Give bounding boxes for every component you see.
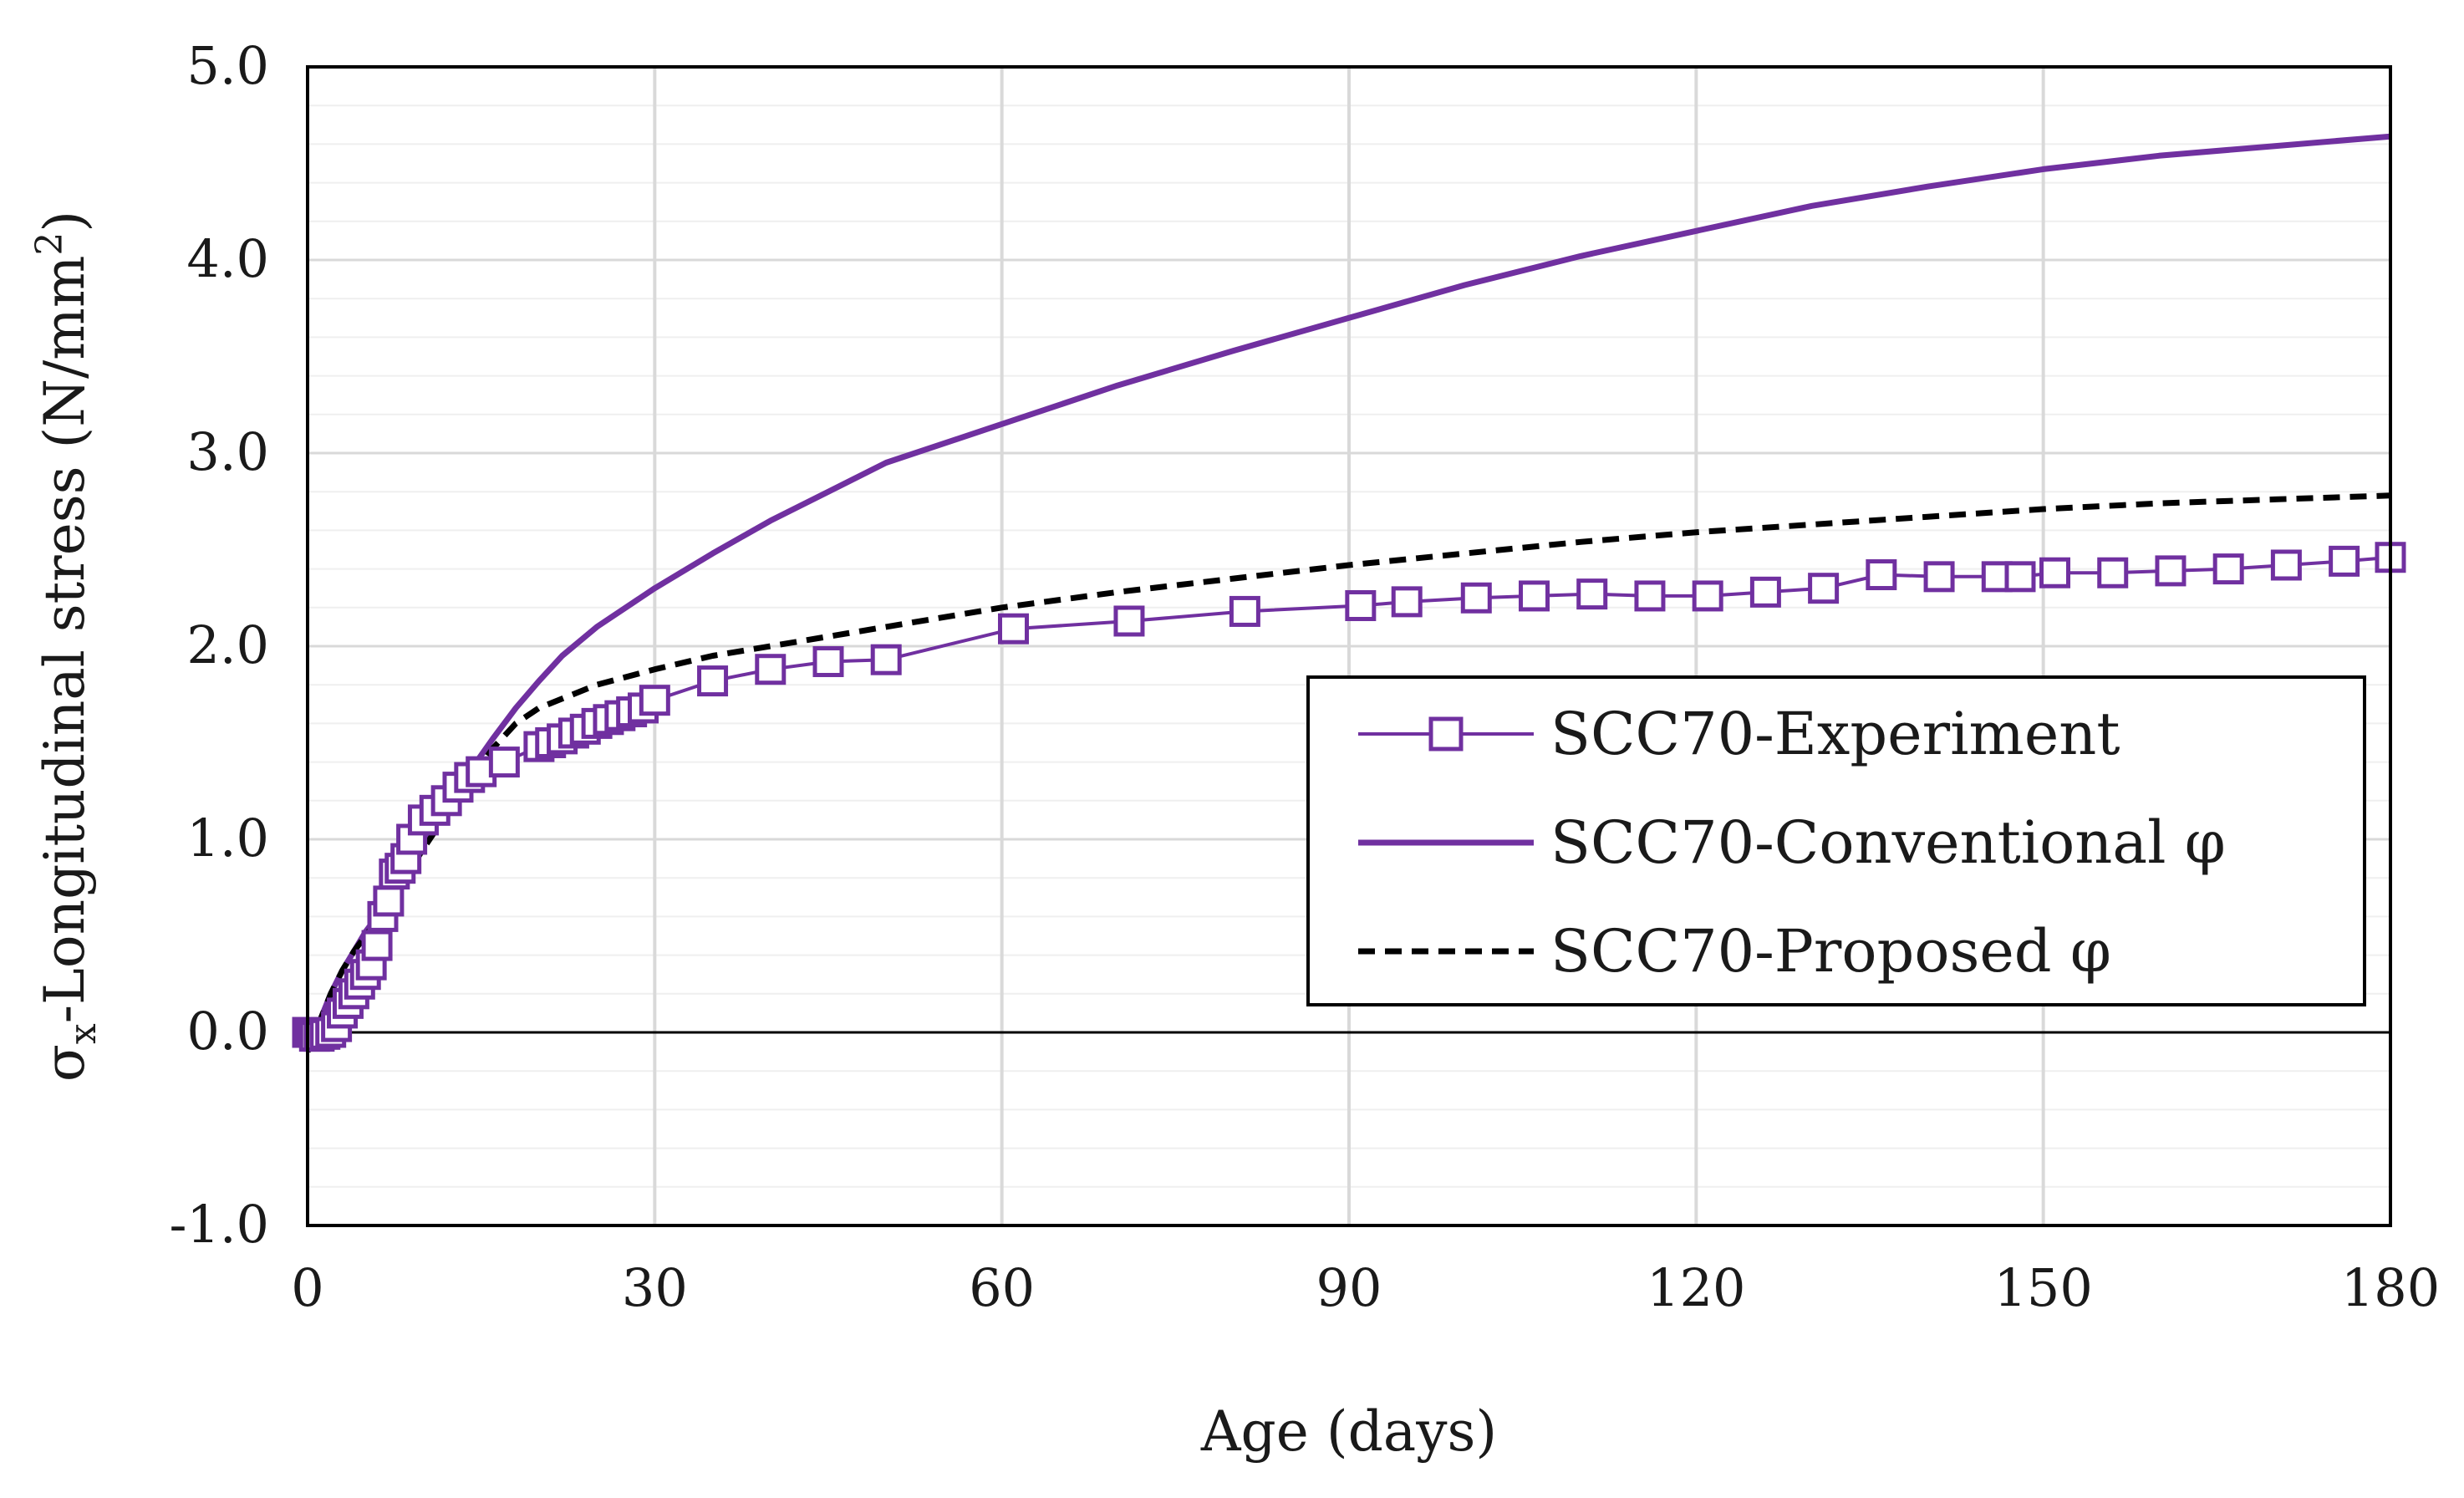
x-tick-label: 180 bbox=[2341, 1257, 2440, 1318]
y-axis-title-text: -Longitudinal stress (N/mm bbox=[33, 256, 97, 1024]
data-point-marker bbox=[2004, 561, 2036, 593]
y-tick-labels: -1.0 0.0 1.0 2.0 3.0 4.0 5.0 bbox=[169, 35, 269, 1255]
y-tick-label: 4.0 bbox=[186, 228, 269, 289]
data-point-marker bbox=[998, 613, 1030, 645]
legend: SCC70-Experiment SCC70-Conventional φ SCC7… bbox=[1306, 675, 2366, 1006]
y-tick-label: -1.0 bbox=[169, 1194, 269, 1255]
legend-label: SCC70-Experiment bbox=[1550, 700, 2120, 768]
data-point-marker bbox=[1391, 586, 1423, 618]
legend-swatch-marker bbox=[1428, 716, 1464, 752]
legend-label: SCC70-Proposed φ bbox=[1550, 917, 2111, 986]
series-layer bbox=[292, 133, 2406, 1053]
y-tick-label: 2.0 bbox=[186, 614, 269, 675]
data-point-marker bbox=[1460, 582, 1492, 614]
data-point-marker bbox=[1229, 595, 1260, 627]
data-point-marker bbox=[755, 654, 787, 685]
data-point-marker bbox=[2329, 545, 2360, 577]
data-point-marker bbox=[1749, 576, 1781, 608]
data-point-marker bbox=[1345, 589, 1377, 621]
plot-area-frame bbox=[306, 65, 2392, 1227]
data-point-marker bbox=[2097, 557, 2129, 588]
data-point-marker bbox=[1113, 605, 1145, 637]
data-point-marker bbox=[488, 746, 520, 778]
y-tick-label: 5.0 bbox=[186, 35, 269, 96]
x-tick-label: 60 bbox=[969, 1257, 1035, 1318]
data-point-marker bbox=[1576, 578, 1608, 610]
data-point-marker bbox=[1866, 559, 1897, 591]
data-point-marker bbox=[812, 645, 844, 677]
data-point-marker bbox=[2039, 557, 2071, 588]
x-tick-label: 90 bbox=[1316, 1257, 1382, 1318]
x-tick-label: 30 bbox=[622, 1257, 688, 1318]
data-point-marker bbox=[1519, 580, 1550, 612]
x-tick-labels: 0 30 60 90 120 150 180 bbox=[291, 1257, 2440, 1318]
legend-items: SCC70-Experiment SCC70-Conventional φ SCC7… bbox=[1358, 700, 2226, 986]
series-line-2 bbox=[304, 492, 2391, 1053]
data-point-marker bbox=[361, 930, 393, 961]
legend-label: SCC70-Conventional φ bbox=[1550, 808, 2226, 877]
x-tick-label: 150 bbox=[1993, 1257, 2092, 1318]
data-point-marker bbox=[2212, 553, 2244, 585]
data-point-marker bbox=[1692, 580, 1723, 612]
data-point-marker bbox=[870, 644, 902, 675]
data-point-marker bbox=[2270, 549, 2302, 581]
y-axis-title-superscript: 2 bbox=[28, 232, 71, 256]
data-point-marker bbox=[639, 685, 670, 716]
data-point-marker bbox=[373, 885, 405, 917]
y-tick-label: 0.0 bbox=[186, 1001, 269, 1062]
y-axis-title-close: ) bbox=[33, 211, 97, 232]
data-point-marker bbox=[1808, 573, 1840, 604]
x-axis-title: Age (days) bbox=[1200, 1399, 1497, 1464]
y-axis-title: σx-Longitudinal stress (N/mm2) bbox=[28, 211, 104, 1082]
grid-lines bbox=[306, 65, 2392, 1227]
y-tick-label: 3.0 bbox=[186, 421, 269, 482]
x-tick-label: 0 bbox=[291, 1257, 323, 1318]
data-point-marker bbox=[2155, 555, 2187, 587]
y-tick-label: 1.0 bbox=[186, 808, 269, 869]
data-point-marker bbox=[697, 665, 729, 697]
y-axis-title-symbol: σ bbox=[33, 1044, 97, 1082]
x-tick-label: 120 bbox=[1647, 1257, 1745, 1318]
data-point-marker bbox=[1923, 561, 1955, 593]
y-axis-title-subscript: x bbox=[62, 1023, 104, 1044]
data-point-marker bbox=[1634, 580, 1666, 612]
